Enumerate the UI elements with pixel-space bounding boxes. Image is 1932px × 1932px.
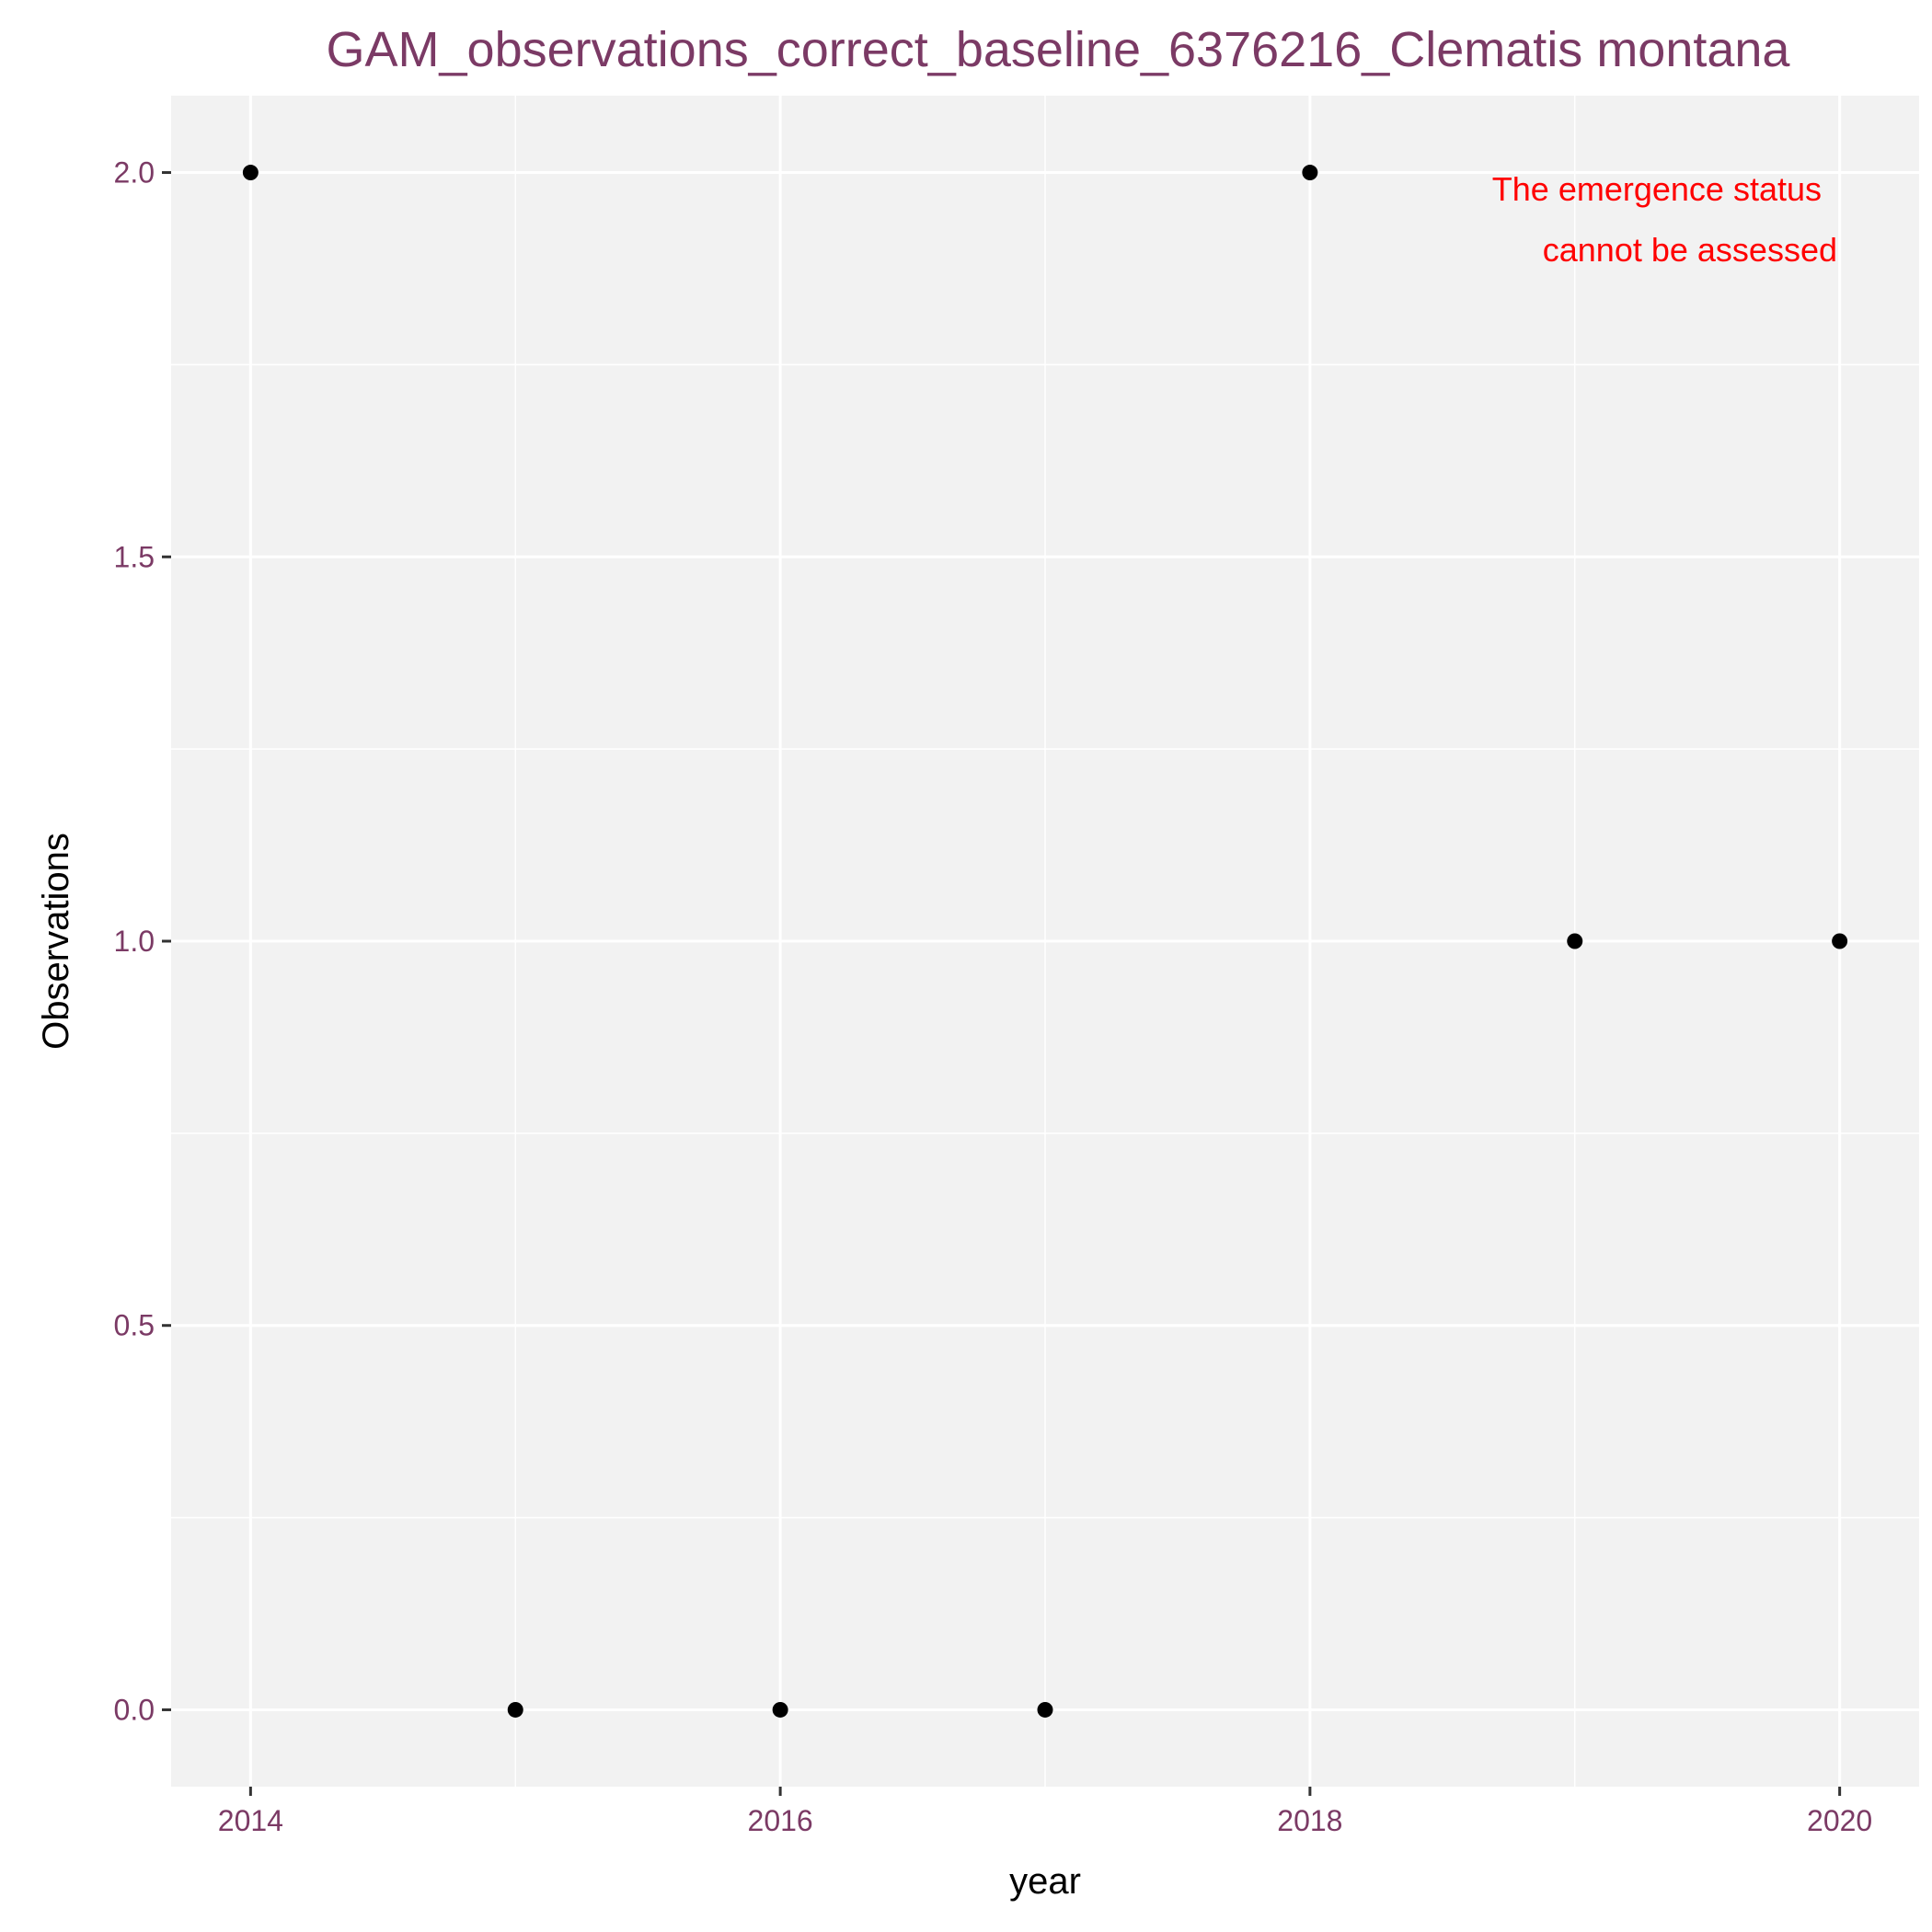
y-axis-title: Observations	[36, 833, 76, 1050]
y-tick-label: 1.5	[114, 540, 155, 573]
annotation-line-2: cannot be assessed	[1543, 231, 1837, 269]
axes: 2014 2016 2018 2020 0.0 0.5 1.0 1.5 2.0	[114, 156, 1873, 1837]
y-tick-label: 0.5	[114, 1309, 155, 1342]
y-tick-label: 1.0	[114, 925, 155, 958]
chart-title: GAM_observations_correct_baseline_637621…	[327, 22, 1791, 77]
annotation-line-1: The emergence status	[1492, 170, 1822, 208]
x-axis-title: year	[1009, 1861, 1081, 1902]
x-tick-label: 2020	[1807, 1804, 1872, 1837]
data-point	[1302, 165, 1318, 181]
data-point	[1037, 1701, 1053, 1718]
data-point	[772, 1701, 788, 1718]
x-tick-label: 2014	[218, 1804, 283, 1837]
data-point	[507, 1701, 523, 1718]
data-point	[242, 165, 259, 181]
x-tick-label: 2018	[1277, 1804, 1342, 1837]
data-point	[1832, 933, 1848, 949]
data-points	[242, 165, 1848, 1718]
data-point	[1567, 933, 1583, 949]
y-tick-label: 2.0	[114, 156, 155, 190]
x-tick-label: 2016	[748, 1804, 813, 1837]
y-tick-label: 0.0	[114, 1693, 155, 1726]
